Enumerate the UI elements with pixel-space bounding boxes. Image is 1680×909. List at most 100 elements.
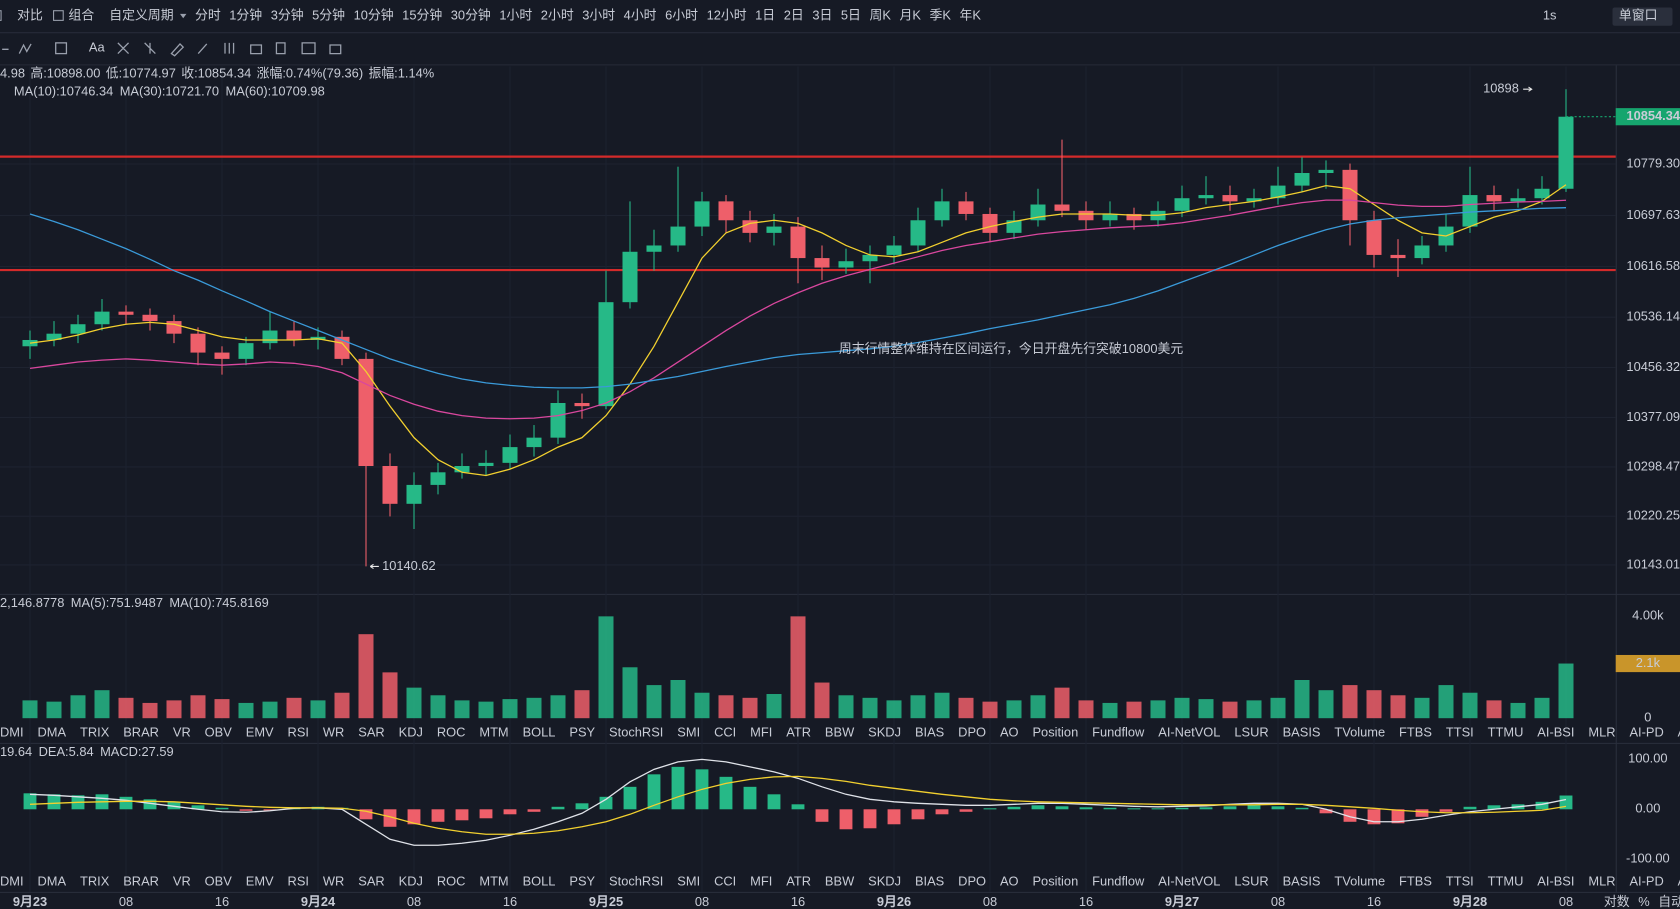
indicator-tab[interactable]: BOLL	[523, 874, 556, 889]
axis-mode[interactable]: 自动	[1658, 894, 1680, 909]
indicator-tab[interactable]: AO	[1000, 725, 1019, 740]
indicator-tab[interactable]: Fundflow	[1092, 874, 1145, 889]
period-tab[interactable]: 4小时	[624, 7, 657, 22]
indicator-tab[interactable]: BIAS	[915, 874, 944, 889]
indicator-tab[interactable]: CCI	[714, 725, 736, 740]
indicator-tab[interactable]: TTSI	[1446, 725, 1474, 740]
indicator-tab[interactable]: TRIX	[80, 874, 110, 889]
indicator-tab[interactable]: TTMU	[1488, 874, 1524, 889]
indicator-tab[interactable]: KDJ	[399, 725, 423, 740]
indicator-tab[interactable]: BASIS	[1283, 725, 1321, 740]
indicator-tab[interactable]: AO	[1000, 874, 1019, 889]
indicator-tab[interactable]: FTBS	[1399, 725, 1432, 740]
indicator-tab[interactable]: VR	[173, 725, 191, 740]
indicator-tab[interactable]: TTSI	[1446, 874, 1474, 889]
indicator-tab[interactable]: FTBS	[1399, 874, 1432, 889]
period-tab[interactable]: 季K	[929, 7, 951, 22]
indicator-tab[interactable]: CCI	[714, 874, 736, 889]
indicator-tab[interactable]: ROC	[437, 874, 466, 889]
indicator-tab[interactable]: LSUR	[1234, 725, 1268, 740]
indicator-tab[interactable]: SAR	[358, 874, 384, 889]
indicator-tab[interactable]: SAR	[358, 725, 384, 740]
indicator-tab[interactable]: DMA	[38, 725, 67, 740]
indicator-tab[interactable]: WR	[323, 874, 344, 889]
indicator-tab[interactable]: LSUR	[1234, 874, 1268, 889]
indicator-tab[interactable]: RSI	[288, 874, 309, 889]
period-tab[interactable]: 30分钟	[451, 7, 491, 22]
indicator-tab[interactable]: BBW	[825, 874, 855, 889]
indicator-tab[interactable]: VR	[173, 874, 191, 889]
indicator-tab[interactable]: SKDJ	[868, 874, 901, 889]
indicator-tab[interactable]: StochRSI	[609, 874, 663, 889]
indicator-tab[interactable]: MTM	[479, 874, 508, 889]
font-button[interactable]: Aa	[89, 40, 106, 55]
period-tab[interactable]: 15分钟	[402, 7, 442, 22]
indicator-tab[interactable]: MLR	[1588, 874, 1615, 889]
tool-icon[interactable]	[2, 43, 32, 54]
tool-icon[interactable]	[117, 42, 342, 57]
axis-mode[interactable]: 对数	[1604, 894, 1630, 909]
indicator-tab[interactable]: BRAR	[123, 874, 159, 889]
window-mode[interactable]: 单窗口	[1619, 7, 1658, 22]
period-dropdown[interactable]: 自定义周期	[109, 7, 173, 22]
period-tab[interactable]: 2小时	[541, 7, 574, 22]
indicator-tab[interactable]: SKDJ	[868, 725, 901, 740]
tool-icon[interactable]	[55, 42, 68, 55]
period-tab[interactable]: 月K	[899, 7, 921, 22]
indicator-tab[interactable]: RSI	[288, 725, 309, 740]
indicator-tab[interactable]: BOLL	[523, 725, 556, 740]
indicator-tab[interactable]: SMI	[677, 725, 700, 740]
indicator-tab[interactable]: SMI	[677, 874, 700, 889]
toolbar-button[interactable]: 组合	[69, 7, 95, 22]
period-tab[interactable]: 1分钟	[229, 7, 262, 22]
indicator-tab[interactable]: DMI	[0, 874, 24, 889]
indicator-tab[interactable]: BRAR	[123, 725, 159, 740]
toolbar-button[interactable]: 对比	[17, 7, 43, 22]
period-tab[interactable]: 1小时	[499, 7, 532, 22]
indicator-tab[interactable]: AI-NetVOL	[1158, 725, 1220, 740]
indicator-tab[interactable]: DPO	[958, 725, 986, 740]
indicator-tab[interactable]: TTMU	[1488, 725, 1524, 740]
indicator-tab[interactable]: DPO	[958, 874, 986, 889]
indicator-tab[interactable]: BBW	[825, 725, 855, 740]
indicator-tab[interactable]: TVolume	[1334, 725, 1385, 740]
indicator-tab[interactable]: MFI	[750, 874, 772, 889]
refresh-interval[interactable]: 1s	[1543, 7, 1557, 22]
indicator-tab[interactable]: WR	[323, 725, 344, 740]
indicator-tab[interactable]: StochRSI	[609, 725, 663, 740]
period-tab[interactable]: 年K	[960, 7, 982, 22]
indicator-tab[interactable]: TRIX	[80, 725, 110, 740]
indicator-tab[interactable]: OBV	[205, 874, 233, 889]
indicator-tab[interactable]: AI-FDI	[1678, 725, 1680, 740]
indicator-tab[interactable]: Fundflow	[1092, 725, 1145, 740]
indicator-tab[interactable]: AI-BSI	[1537, 725, 1574, 740]
indicator-tab[interactable]: DMI	[0, 725, 24, 740]
indicator-tab[interactable]: AI-PD	[1629, 725, 1663, 740]
indicator-tab[interactable]: MLR	[1588, 725, 1615, 740]
indicator-tab[interactable]: PSY	[569, 874, 595, 889]
period-tab[interactable]: 5分钟	[312, 7, 345, 22]
period-tab[interactable]: 3小时	[582, 7, 615, 22]
period-tab[interactable]: 周K	[869, 7, 891, 22]
indicator-tab[interactable]: AI-PD	[1629, 874, 1663, 889]
period-tab[interactable]: 2日	[784, 7, 804, 22]
indicator-tab[interactable]: PSY	[569, 725, 595, 740]
indicator-tab[interactable]: AI-BSI	[1537, 874, 1574, 889]
indicator-tab[interactable]: KDJ	[399, 874, 423, 889]
indicator-tab[interactable]: MFI	[750, 725, 772, 740]
axis-mode[interactable]: %	[1638, 894, 1649, 909]
indicator-tab[interactable]: ATR	[786, 725, 811, 740]
period-tab[interactable]: 3日	[812, 7, 832, 22]
indicator-tab[interactable]: AI-FDI	[1678, 874, 1680, 889]
indicator-tab[interactable]: EMV	[246, 874, 274, 889]
indicator-tab[interactable]: DMA	[38, 874, 67, 889]
indicator-tab[interactable]: Position	[1032, 874, 1078, 889]
indicator-tab[interactable]: TVolume	[1334, 874, 1385, 889]
indicator-tab[interactable]: MTM	[479, 725, 508, 740]
indicator-tab[interactable]: Position	[1032, 725, 1078, 740]
indicator-tab[interactable]: BIAS	[915, 725, 944, 740]
indicator-tab[interactable]: ROC	[437, 725, 466, 740]
indicator-tab[interactable]: AI-NetVOL	[1158, 874, 1220, 889]
indicator-tab[interactable]: ATR	[786, 874, 811, 889]
indicator-tab[interactable]: OBV	[205, 725, 233, 740]
